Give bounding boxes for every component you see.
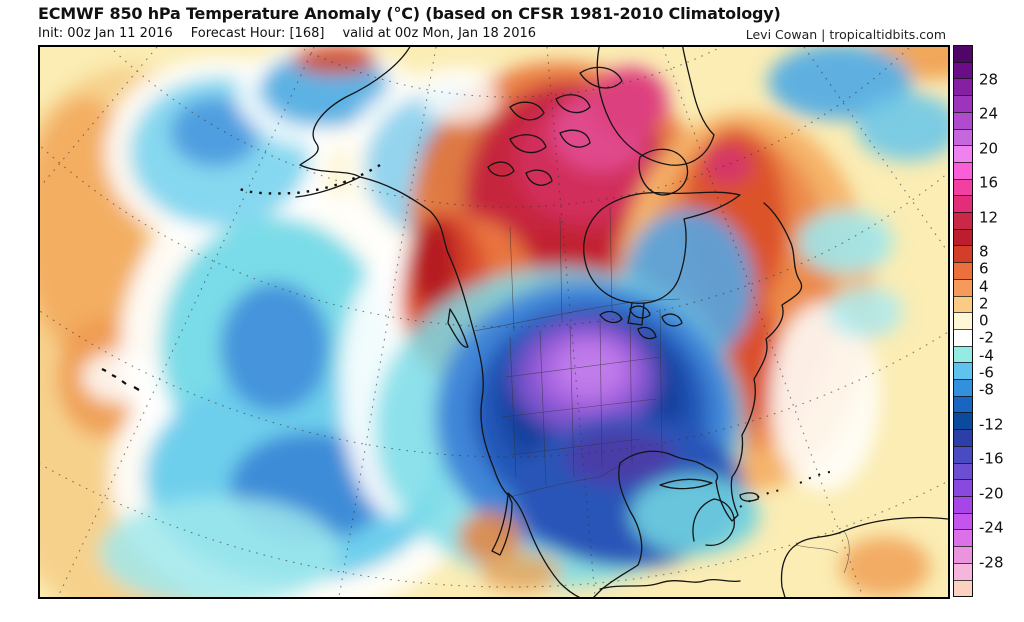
colorbar-tick-label: 12	[979, 208, 999, 227]
colorbar-segment	[954, 295, 972, 313]
colorbar-segment	[954, 111, 972, 129]
colorbar-segment	[954, 128, 972, 146]
forecast-info-line: Init: 00z Jan 11 2016 Forecast Hour: [168…	[38, 26, 554, 41]
colorbar-segment	[954, 546, 972, 563]
colorbar-segment	[954, 495, 972, 513]
colorbar-tick-label: 16	[979, 173, 999, 192]
credit-watermark: Levi Cowan | tropicaltidbits.com	[745, 27, 946, 42]
anomaly-blob-layer	[40, 47, 948, 597]
page-title: ECMWF 850 hPa Temperature Anomaly (°C) (…	[38, 4, 781, 23]
colorbar-segment	[954, 212, 972, 229]
colorbar-segment	[954, 328, 972, 346]
colorbar-segment	[954, 78, 972, 96]
colorbar-tick-labels: 28 24 20 16 12 8 6 4 2 0 -2 -4 -6 -8 -12 -16 -20 -24 -28	[979, 45, 1023, 597]
anomaly-region-atlantic-warm-pink-core	[704, 145, 752, 185]
colorbar-tick-label: -24	[979, 518, 1004, 537]
anomaly-region-southamerica-warm-spot	[840, 537, 930, 597]
anomaly-region-topright-cool2	[856, 93, 948, 161]
colorbar-tick-label: -8	[979, 380, 994, 399]
colorbar-tick-label: 4	[979, 277, 989, 296]
colorbar-segments	[954, 46, 972, 597]
colorbar-segment	[954, 312, 972, 329]
anomaly-region-top-edge-warm-spot	[293, 47, 377, 75]
init-time-label: Init: 00z Jan 11 2016	[38, 26, 173, 41]
colorbar-tick-label: -2	[979, 328, 994, 347]
colorbar-segment	[954, 262, 972, 279]
anomaly-region-pacific-cyan-fringe-south	[100, 497, 340, 597]
island-chains-layer	[101, 163, 837, 508]
colorbar-segment	[954, 529, 972, 547]
forecast-hour-label: Forecast Hour: [168]	[190, 26, 325, 41]
anomaly-region-mexico-warm-spot	[458, 511, 522, 563]
colorbar-tick-label: 6	[979, 259, 989, 278]
colorbar-tick-label: -20	[979, 484, 1004, 503]
anomaly-map-svg	[40, 47, 948, 597]
anomaly-region-pacific-cool-core-mid	[220, 282, 330, 412]
colorbar-segment	[954, 562, 972, 580]
colorbar-segment	[954, 579, 972, 597]
anomaly-region-bc-warm-core	[411, 217, 459, 307]
colorbar-tick-label: -28	[979, 553, 1004, 572]
colorbar-segment	[954, 379, 972, 396]
anomaly-region-mexico-warm-spot-south	[480, 552, 560, 592]
anomaly-region-hawaii-neutral-patch	[82, 351, 158, 403]
anomaly-map-canvas	[38, 45, 950, 599]
anomaly-region-pacific-cool-core-upper	[170, 97, 260, 167]
colorbar-tick-label: 24	[979, 104, 999, 123]
colorbar-tick-label: -6	[979, 363, 994, 382]
anomaly-region-yucatan-cool-fringe	[630, 475, 760, 555]
colorbar-tick-label: 28	[979, 70, 999, 89]
colorbar-segment	[954, 479, 972, 496]
colorbar-segment	[954, 145, 972, 162]
anomaly-region-gulf-cold-indigo	[565, 429, 675, 485]
colorbar-segment	[954, 195, 972, 213]
coastline-layer	[295, 47, 948, 597]
colorbar-tick-label: -12	[979, 415, 1004, 434]
colorbar-segment	[954, 61, 972, 79]
colorbar-tick-label: -4	[979, 346, 994, 365]
colorbar-segment	[954, 345, 972, 363]
colorbar-segment	[954, 95, 972, 112]
anomaly-region-atlantic-cool-patch-east2	[827, 286, 903, 338]
valid-time-label: valid at 00z Mon, Jan 18 2016	[342, 26, 537, 41]
anomaly-region-atlantic-cool-patch-east	[797, 210, 893, 274]
colorbar-segment	[954, 412, 972, 430]
colorbar	[953, 45, 973, 597]
colorbar-tick-label: 0	[979, 311, 989, 330]
colorbar-segment	[954, 46, 972, 62]
colorbar-segment	[954, 512, 972, 530]
colorbar-segment	[954, 362, 972, 380]
colorbar-segment	[954, 245, 972, 263]
state-borders-layer	[473, 206, 850, 574]
colorbar-tick-label: -16	[979, 449, 1004, 468]
anomaly-region-us-cold-violet-bright	[556, 343, 624, 395]
colorbar-tick-label: 8	[979, 242, 989, 261]
colorbar-segment	[954, 395, 972, 413]
anomaly-region-white-arctic-gap	[422, 75, 498, 123]
colorbar-segment	[954, 429, 972, 446]
colorbar-tick-label: 2	[979, 294, 989, 313]
colorbar-segment	[954, 462, 972, 480]
colorbar-segment	[954, 161, 972, 179]
anomaly-region-white-atlantic-band	[770, 302, 880, 492]
colorbar-tick-label: 20	[979, 139, 999, 158]
graticule-grid	[40, 47, 948, 597]
colorbar-segment	[954, 278, 972, 296]
anomaly-region-greenland-warm-pink-north	[592, 67, 668, 137]
colorbar-segment	[954, 178, 972, 196]
colorbar-segment	[954, 228, 972, 246]
colorbar-segment	[954, 445, 972, 463]
